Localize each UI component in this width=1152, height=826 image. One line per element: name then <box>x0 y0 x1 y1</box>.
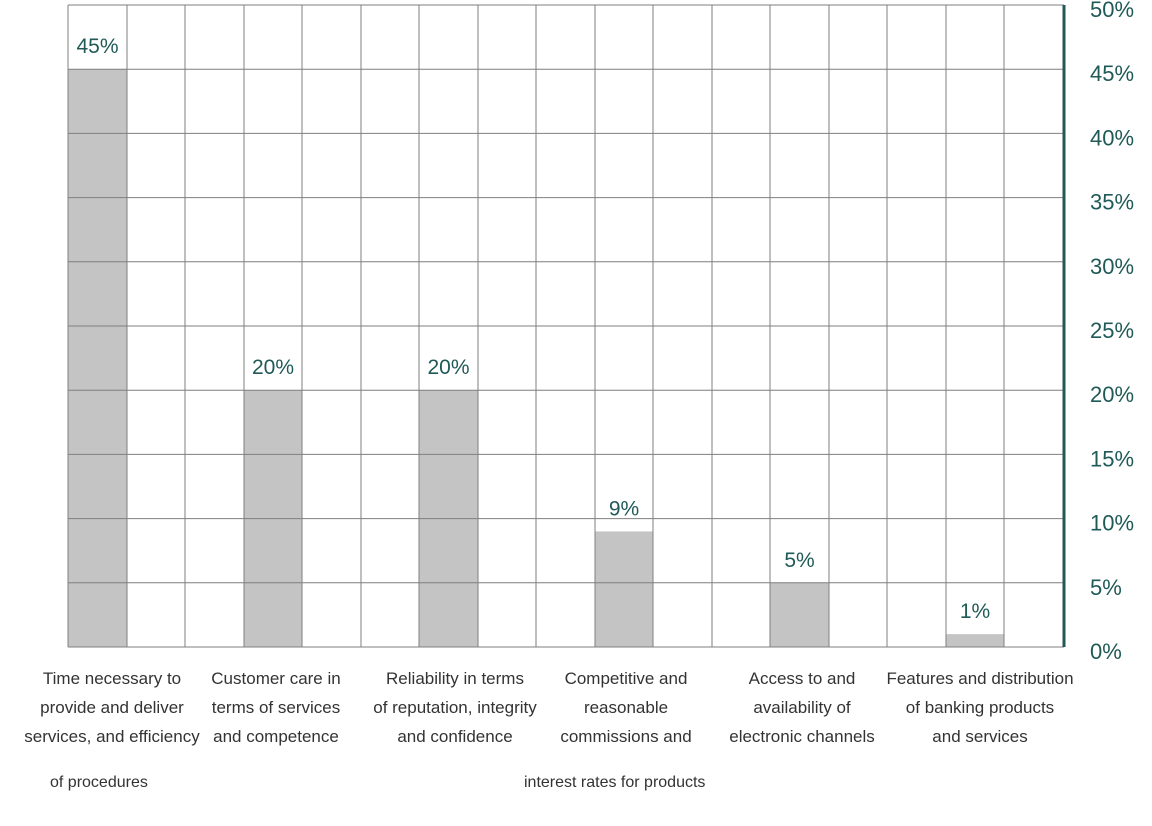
bar <box>770 582 829 647</box>
bar <box>68 69 127 647</box>
category-label-line: Features and distribution <box>886 669 1074 688</box>
y-tick-label: 45% <box>1090 61 1134 86</box>
y-tick-labels: 0% 5% 10% 15% 20% 25% 30% 35% 40% 45% 50% <box>1090 0 1134 664</box>
y-tick-label: 10% <box>1090 511 1134 536</box>
y-tick-label: 20% <box>1090 382 1134 407</box>
category-label-line: Competitive and <box>564 669 688 688</box>
y-tick-label: 35% <box>1090 190 1134 215</box>
bar <box>946 634 1004 647</box>
category-label-line: and services <box>932 727 1028 746</box>
category-label-line: terms of services <box>211 698 341 717</box>
data-label: 1% <box>960 600 990 623</box>
bar <box>595 531 653 647</box>
category-label-line: Customer care in <box>211 669 341 688</box>
category-label-line: Time necessary to <box>42 669 182 688</box>
category-label-line: Reliability in terms <box>386 669 524 688</box>
data-label: 5% <box>784 549 814 572</box>
data-labels: 45% 20% 20% 9% 5% 1% <box>76 35 990 623</box>
data-label: 9% <box>609 497 639 520</box>
category-label-line: of reputation, integrity <box>373 698 537 717</box>
category-label-line: and confidence <box>397 727 513 746</box>
data-label: 20% <box>252 356 294 379</box>
y-tick-label: 15% <box>1090 446 1134 471</box>
category-label-continuation-interest: interest rates for products <box>524 774 706 791</box>
y-tick-label: 25% <box>1090 318 1134 343</box>
category-label-line: availability of <box>753 698 851 717</box>
category-label: Reliability in terms of reputation, integ… <box>355 664 555 751</box>
category-label: Competitive and reasonable commissions and <box>526 664 726 751</box>
category-label-line: services, and efficiency <box>24 727 200 746</box>
category-label-line: provide and deliver <box>40 698 184 717</box>
category-label-line: of banking products <box>905 698 1055 717</box>
category-label: Customer care in terms of services and com… <box>176 664 376 751</box>
category-label-line: Access to and <box>748 669 856 688</box>
y-tick-label: 50% <box>1090 0 1134 22</box>
grid-group <box>67 4 1064 648</box>
category-label-continuation-procedures: of procedures <box>50 774 148 791</box>
data-label: 20% <box>427 356 469 379</box>
y-tick-label: 30% <box>1090 254 1134 279</box>
category-label-line: and competence <box>213 727 339 746</box>
y-tick-label: 5% <box>1090 575 1122 600</box>
data-label: 45% <box>76 35 118 58</box>
y-tick-label: 40% <box>1090 125 1134 150</box>
category-label-line: commissions and <box>560 727 692 746</box>
category-label-line: electronic channels <box>729 727 875 746</box>
category-label: Access to and availability of electronic c… <box>702 664 902 751</box>
category-label: Time necessary to provide and deliver serv… <box>12 664 212 751</box>
y-tick-label: 0% <box>1090 639 1122 664</box>
category-label: Features and distribution of banking prod… <box>880 664 1080 751</box>
category-label-line: reasonable <box>583 698 669 717</box>
